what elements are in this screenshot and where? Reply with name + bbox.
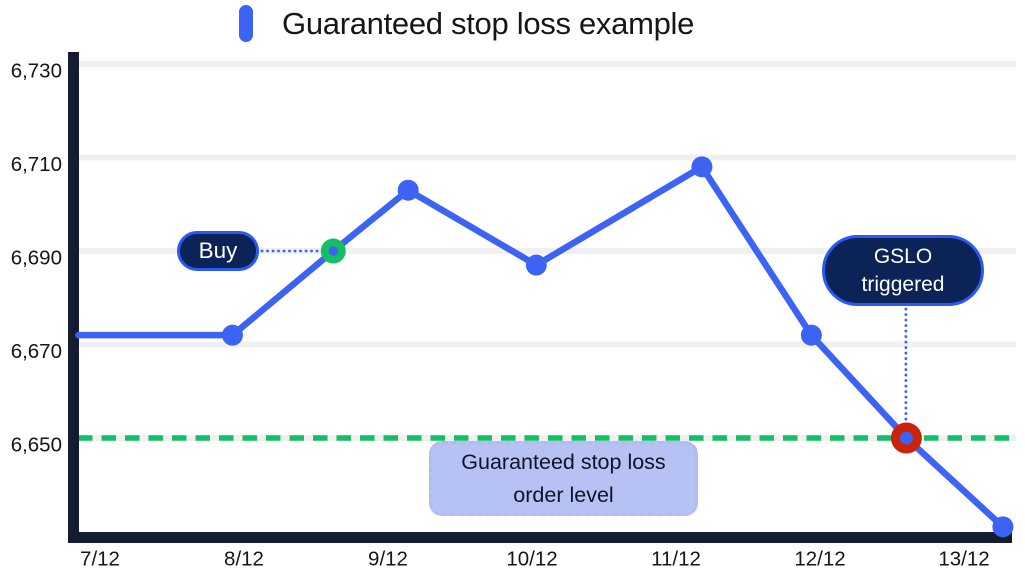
x-axis-tick-label: 11/12 bbox=[651, 548, 701, 571]
chart-header: Guaranteed stop loss example bbox=[239, 5, 694, 42]
x-axis-tick-label: 13/12 bbox=[938, 548, 989, 571]
legend-marker-icon bbox=[239, 5, 253, 42]
buy-point-inner-dot bbox=[328, 246, 338, 256]
gslo-annotation-line1: GSLO bbox=[873, 245, 933, 269]
x-axis-tick-label: 8/12 bbox=[224, 548, 264, 571]
data-point-dot bbox=[800, 324, 822, 346]
data-point-dot bbox=[525, 254, 547, 276]
buy-annotation-pill: Buy bbox=[177, 231, 259, 271]
chart-title: Guaranteed stop loss example bbox=[282, 5, 695, 41]
y-axis-tick-label: 6,650 bbox=[11, 434, 62, 457]
data-point-dot bbox=[992, 516, 1014, 538]
data-point-dot bbox=[691, 156, 713, 178]
y-axis-line bbox=[68, 52, 79, 543]
stop-level-line1: Guaranteed stop loss bbox=[461, 450, 666, 475]
x-axis-tick-label: 9/12 bbox=[368, 548, 408, 571]
x-axis-tick-label: 12/12 bbox=[794, 548, 845, 571]
data-point-dot bbox=[221, 324, 243, 346]
buy-annotation-label: Buy bbox=[198, 238, 238, 263]
gslo-point-inner-dot bbox=[899, 431, 913, 445]
x-axis-line bbox=[68, 532, 1012, 543]
gslo-annotation-line2: triggered bbox=[861, 272, 945, 296]
y-axis-tick-label: 6,710 bbox=[11, 153, 62, 176]
stop-level-annotation: Guaranteed stop loss order level bbox=[429, 441, 698, 516]
x-axis-tick-label: 10/12 bbox=[506, 548, 557, 571]
x-axis-tick-label: 7/12 bbox=[80, 548, 120, 571]
y-axis-tick-label: 6,730 bbox=[11, 60, 62, 83]
data-point-dot bbox=[397, 179, 419, 201]
y-axis-tick-label: 6,670 bbox=[11, 340, 62, 363]
gslo-annotation-pill: GSLO triggered bbox=[822, 235, 984, 306]
y-axis-tick-label: 6,690 bbox=[11, 247, 62, 270]
stop-level-line2: order level bbox=[513, 482, 614, 507]
